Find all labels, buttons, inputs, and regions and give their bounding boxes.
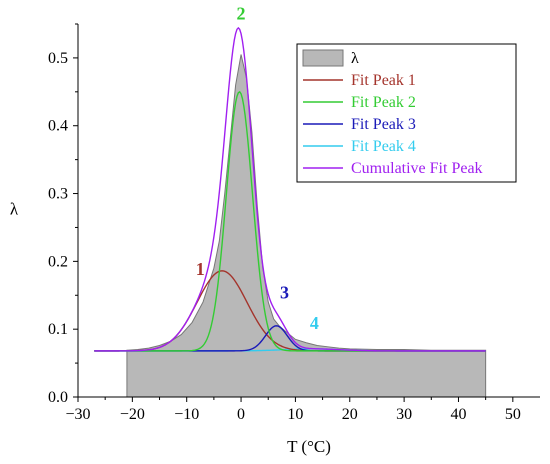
axes: −30 −20 −10 0 10 20 30 40 50 0.0 0.1 0.2 0.3 0.4 0.5 T … bbox=[10, 23, 540, 456]
peak-label: 1 bbox=[196, 259, 205, 279]
x-axis-title: T (°C) bbox=[287, 437, 331, 456]
legend-entry-label: Fit Peak 3 bbox=[351, 116, 416, 133]
x-tick-label: 0 bbox=[237, 406, 245, 423]
legend-entry-label: Fit Peak 1 bbox=[351, 72, 416, 89]
x-tick-label: 40 bbox=[450, 406, 466, 423]
peak-label: 2 bbox=[237, 3, 246, 23]
x-tick-label: −30 bbox=[65, 406, 90, 423]
legend-entry-label: Cumulative Fit Peak bbox=[351, 160, 483, 177]
x-tick-label: 50 bbox=[505, 406, 521, 423]
legend-swatch bbox=[302, 49, 344, 67]
x-tick-label: 30 bbox=[396, 406, 412, 423]
legend-entry-label: λ bbox=[351, 50, 359, 67]
y-tick-label: 0.3 bbox=[48, 186, 68, 203]
peak-annotations: 1 2 3 4 bbox=[196, 3, 319, 333]
series-line-cumulative-fit-peak bbox=[94, 26, 486, 352]
x-tick-label: 10 bbox=[287, 406, 303, 423]
legend-box bbox=[296, 43, 517, 183]
legend-entry-label: Fit Peak 4 bbox=[351, 138, 416, 155]
x-tick-label: 20 bbox=[342, 406, 358, 423]
y-tick-label: 0.0 bbox=[48, 389, 68, 406]
y-tick-label: 0.2 bbox=[48, 253, 68, 270]
y-tick-label: 0.4 bbox=[48, 118, 68, 135]
peak-label: 4 bbox=[310, 313, 319, 333]
legend-entry-label: Fit Peak 2 bbox=[351, 94, 416, 111]
y-axis-title: λ bbox=[10, 200, 19, 219]
peak-label: 3 bbox=[280, 283, 289, 303]
legend: λ Fit Peak 1 Fit Peak 2 Fit Peak 3 Fit Peak … bbox=[296, 43, 517, 183]
x-tick-label: −10 bbox=[174, 406, 199, 423]
y-tick-label: 0.1 bbox=[48, 321, 68, 338]
x-tick-label: −20 bbox=[120, 406, 145, 423]
y-tick-label: 0.5 bbox=[48, 50, 68, 67]
plot-area bbox=[94, 26, 487, 398]
